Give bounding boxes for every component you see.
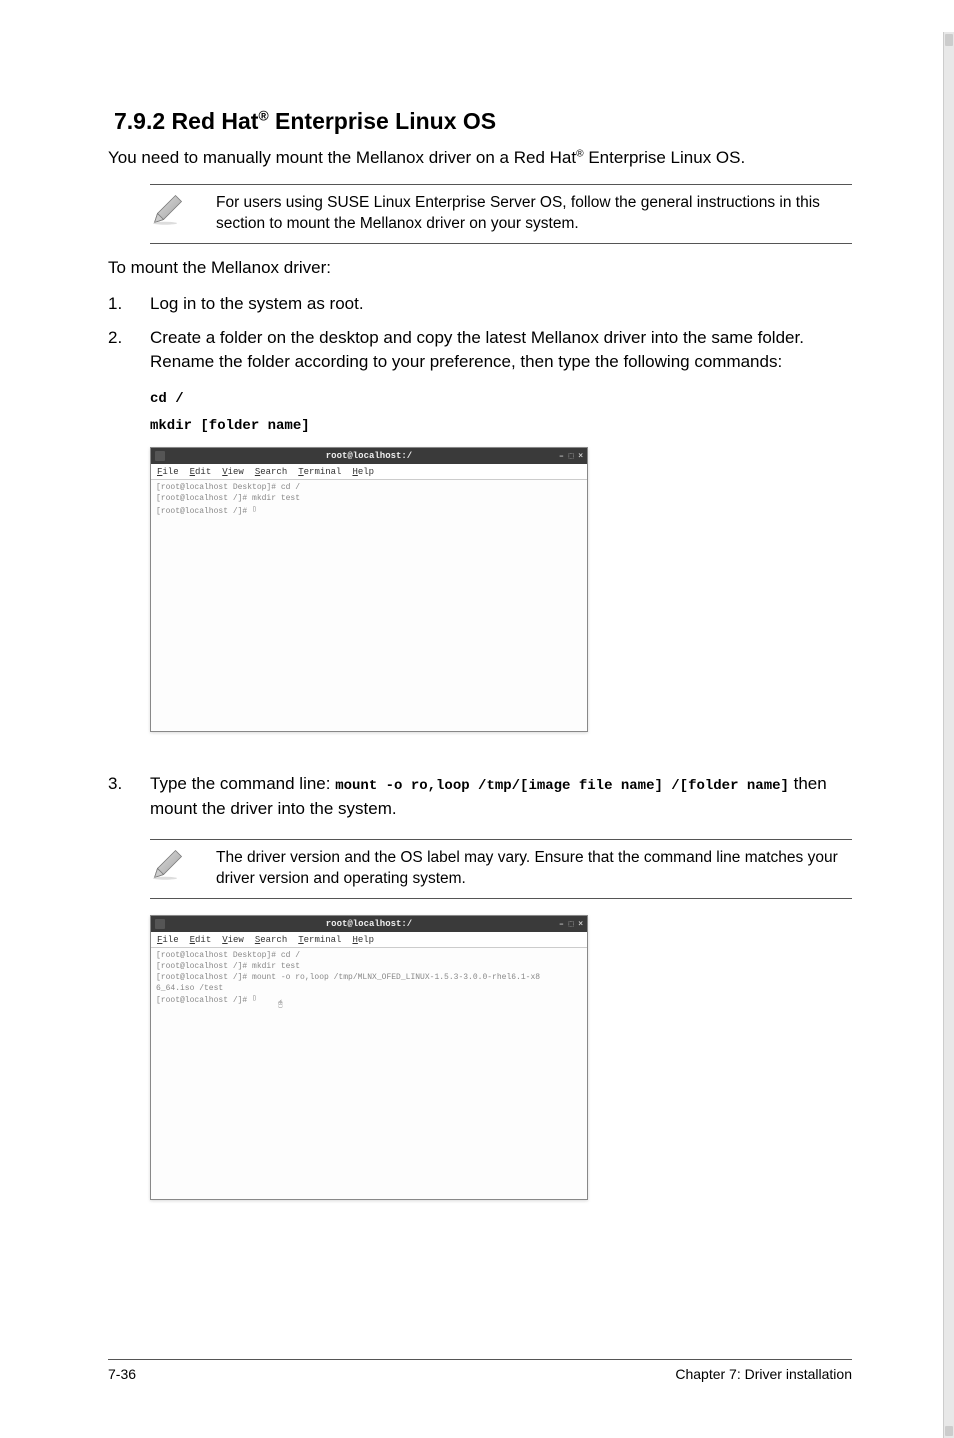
terminal-1-cursor: ▯ [252,505,258,516]
step-2: Create a folder on the desktop and copy … [108,326,852,374]
note-box-2: The driver version and the OS label may … [150,839,852,899]
terminal-1-wrap: root@localhost:/ – ⬚ × File Edit View Se… [150,447,852,732]
note-box-1: For users using SUSE Linux Enterprise Se… [150,184,852,244]
footer-right: Chapter 7: Driver installation [675,1366,852,1382]
intro-pre: You need to manually mount the Mellanox … [108,148,576,167]
mouse-pointer-icon: 🖰 [278,1000,283,1011]
t2-l5: [root@localhost /]# [156,996,252,1005]
heading-reg: ® [258,108,268,123]
terminal-1-winbtns[interactable]: – ⬚ × [559,451,583,461]
menu-edit[interactable]: Edit [190,467,212,477]
terminal-2-menubar[interactable]: File Edit View Search Terminal Help [151,932,587,948]
steps-list-2: Type the command line: mount -o ro,loop … [108,772,852,821]
terminal-1-body[interactable]: [root@localhost Desktop]# cd / [root@loc… [151,480,587,731]
page-footer: 7-36 Chapter 7: Driver installation [108,1359,852,1382]
menu-edit[interactable]: Edit [190,935,212,945]
terminal-2: root@localhost:/ – ⬚ × File Edit View Se… [150,915,588,1200]
terminal-2-titlebar: root@localhost:/ – ⬚ × [151,916,587,932]
intro-paragraph: You need to manually mount the Mellanox … [108,147,852,170]
lead-text: To mount the Mellanox driver: [108,258,852,278]
menu-terminal[interactable]: Terminal [298,935,341,945]
footer-left: 7-36 [108,1366,136,1382]
terminal-1-titlebar: root@localhost:/ – ⬚ × [151,448,587,464]
terminal-2-cursor: ▯ [252,994,258,1005]
menu-terminal[interactable]: Terminal [298,467,341,477]
menu-view[interactable]: View [222,935,244,945]
t1-l2: [root@localhost /]# mkdir test [156,494,300,503]
pencil-icon [150,191,186,227]
step-1-text: Log in to the system as root. [150,292,852,316]
step-2-text: Create a folder on the desktop and copy … [150,326,852,374]
terminal-2-sysicon [155,919,165,929]
t1-l3: [root@localhost /]# [156,507,252,516]
code1-line2: mkdir [folder name] [150,413,852,440]
terminal-2-body[interactable]: [root@localhost Desktop]# cd / [root@loc… [151,948,587,1199]
section-heading: 7.9.2 Red Hat® Enterprise Linux OS [114,108,852,135]
terminal-2-scrollbar[interactable] [943,32,954,1438]
terminal-2-winbtns[interactable]: – ⬚ × [559,919,583,929]
menu-search[interactable]: Search [255,935,287,945]
pencil-icon [150,846,186,882]
t1-l1: [root@localhost Desktop]# cd / [156,483,300,492]
menu-search[interactable]: Search [255,467,287,477]
terminal-1-menubar[interactable]: File Edit View Search Terminal Help [151,464,587,480]
step-1: Log in to the system as root. [108,292,852,316]
intro-post: Enterprise Linux OS. [584,148,746,167]
heading-text-post: Enterprise Linux OS [269,108,497,134]
note-1-text: For users using SUSE Linux Enterprise Se… [216,193,852,235]
menu-view[interactable]: View [222,467,244,477]
terminal-2-wrap: root@localhost:/ – ⬚ × File Edit View Se… [150,915,852,1200]
menu-file[interactable]: File [157,467,179,477]
terminal-1-title: root@localhost:/ [326,451,412,461]
t2-l2: [root@localhost /]# mkdir test [156,962,300,971]
code-block-1: cd / mkdir [folder name] [150,386,852,439]
t2-l3: [root@localhost /]# mount -o ro,loop /tm… [156,973,540,982]
terminal-2-title: root@localhost:/ [326,919,412,929]
terminal-1: root@localhost:/ – ⬚ × File Edit View Se… [150,447,588,732]
menu-help[interactable]: Help [352,935,374,945]
step-3-body: Type the command line: mount -o ro,loop … [150,772,852,821]
intro-reg: ® [576,148,584,159]
step3-pre: Type the command line: [150,774,335,793]
t2-l1: [root@localhost Desktop]# cd / [156,951,300,960]
step3-code: mount -o ro,loop /tmp/[image file name] … [335,778,789,794]
menu-file[interactable]: File [157,935,179,945]
code1-line1: cd / [150,386,852,413]
step-3: Type the command line: mount -o ro,loop … [108,772,852,821]
heading-text-pre: 7.9.2 Red Hat [114,108,258,134]
terminal-1-sysicon [155,451,165,461]
note-2-text: The driver version and the OS label may … [216,848,852,890]
steps-list: Log in to the system as root. Create a f… [108,292,852,374]
page: 7.9.2 Red Hat® Enterprise Linux OS You n… [0,0,954,1438]
menu-help[interactable]: Help [352,467,374,477]
t2-l4: 6_64.iso /test [156,984,223,993]
